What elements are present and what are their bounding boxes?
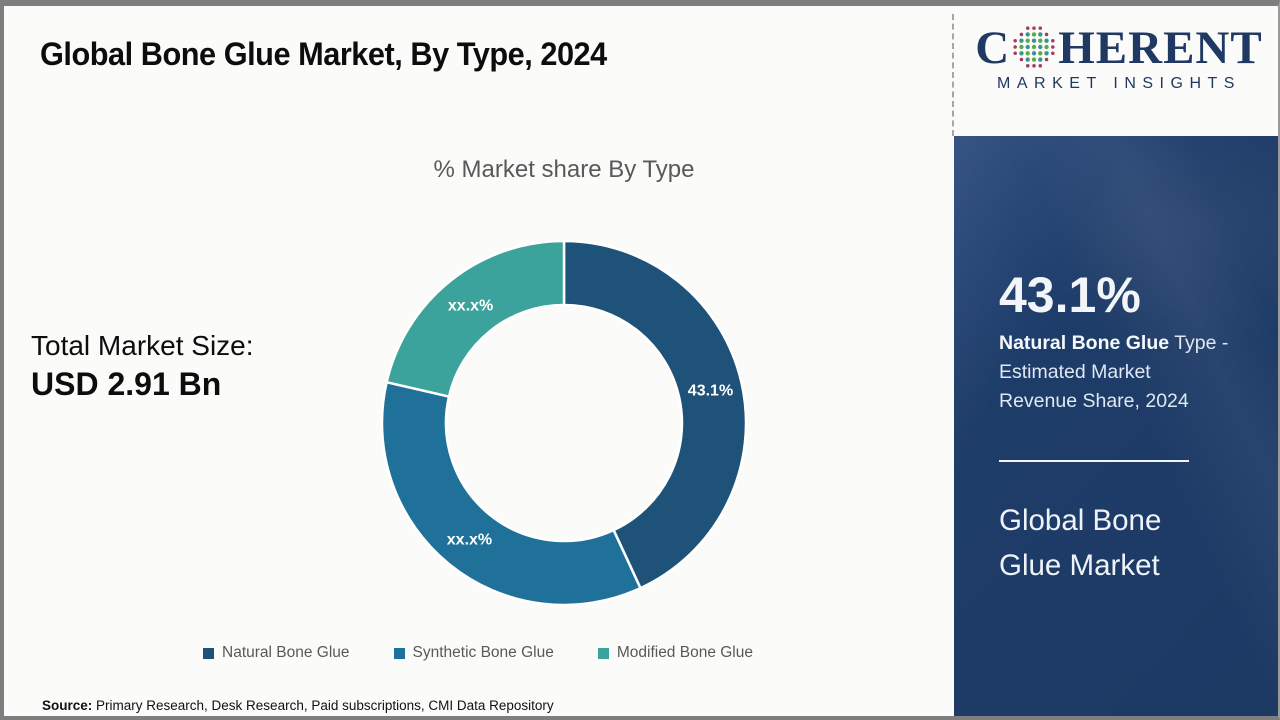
legend-label: Synthetic Bone Glue xyxy=(412,644,554,661)
company-logo: C HERENT MARKET INSIGHTS xyxy=(964,24,1274,128)
sidebar-stat-highlight: Natural Bone Glue xyxy=(999,332,1170,354)
donut-segment-natural-bone-glue xyxy=(562,239,748,590)
total-market-size-block: Total Market Size: USD 2.91 Bn xyxy=(31,330,254,403)
donut-segment-label: 43.1% xyxy=(688,383,733,400)
sidebar-report-title: Global Bone Glue Market xyxy=(999,504,1162,582)
legend-swatch-icon xyxy=(393,647,405,659)
logo-divider xyxy=(952,14,954,136)
legend-swatch-icon xyxy=(203,647,214,659)
logo-subtitle: MARKET INSIGHTS xyxy=(997,75,1241,92)
sidebar-stat-description: Natural Bone Glue Type - Estimated Marke… xyxy=(999,329,1231,416)
legend-label: Modified Bone Glue xyxy=(616,644,753,661)
source-label: Source: xyxy=(42,698,93,713)
legend-label: Natural Bone Glue xyxy=(222,644,350,661)
logo-letters-herent: HERENT xyxy=(1058,21,1263,74)
logo-letter-c: C xyxy=(975,21,1011,74)
source-text: Primary Research, Desk Research, Paid su… xyxy=(92,698,554,713)
sidebar-stat-rest: Type - Estimated Market Revenue Share, 2… xyxy=(999,332,1229,412)
donut-segment-synthetic-bone-glue xyxy=(380,380,642,607)
logo-wordmark: C HERENT xyxy=(975,24,1262,72)
source-line: Source: Primary Research, Desk Research,… xyxy=(42,698,554,713)
logo-globe-icon xyxy=(1013,26,1055,68)
legend-item-natural-bone-glue: Natural Bone Glue xyxy=(203,644,350,662)
chart-region: % Market share By Type xyxy=(184,156,944,184)
page-title: Global Bone Glue Market, By Type, 2024 xyxy=(40,36,607,72)
legend-item-synthetic-bone-glue: Synthetic Bone Glue xyxy=(393,644,554,662)
legend-item-modified-bone-glue: Modified Bone Glue xyxy=(597,644,753,662)
sidebar: 43.1% Natural Bone Glue Type - Estimated… xyxy=(954,136,1278,716)
chart-title: % Market share By Type xyxy=(433,156,695,183)
donut-segment-modified-bone-glue xyxy=(385,239,566,398)
chart-legend: Natural Bone Glue Synthetic Bone Glue Modi… xyxy=(4,644,952,662)
sidebar-divider xyxy=(999,460,1189,462)
total-market-size-value: USD 2.91 Bn xyxy=(31,366,222,402)
donut-segment-label: xx.x% xyxy=(447,531,492,548)
sidebar-stat-value: 43.1% xyxy=(999,267,1141,323)
donut-segment-label: xx.x% xyxy=(448,298,493,315)
legend-swatch-icon xyxy=(597,647,609,659)
total-market-size-label: Total Market Size: xyxy=(31,330,254,361)
donut-chart: 43.1% xx.x% xx.x% xyxy=(380,239,748,607)
